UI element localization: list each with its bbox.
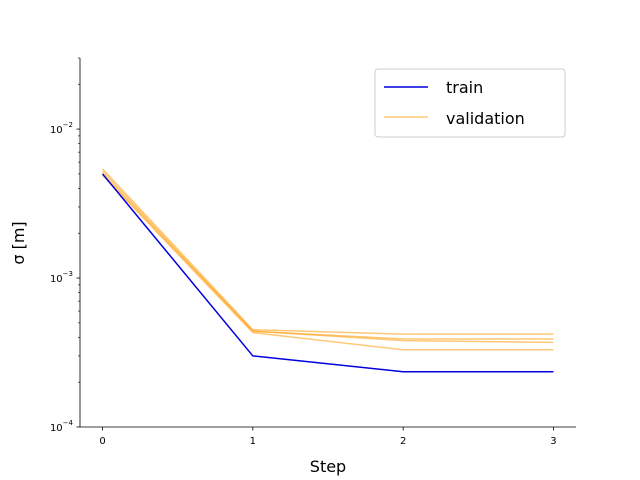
series-line-validation-3	[102, 173, 554, 344]
legend-label-train: train	[446, 78, 483, 97]
legend-frame	[374, 68, 566, 138]
series-line-validation-2	[102, 170, 554, 340]
x-tick-label: 0	[99, 436, 105, 447]
legend-label-validation: validation	[446, 109, 525, 128]
y-tick-label: 10−3	[50, 270, 73, 285]
x-tick-label: 1	[250, 436, 256, 447]
x-tick-label: 3	[550, 436, 556, 447]
legend: train validation	[374, 68, 566, 138]
y-ticks: 10−4 10−3 10−2	[50, 57, 80, 434]
y-axis-title: σ [m]	[9, 221, 28, 264]
series-line-train-0	[101, 173, 554, 373]
x-axis-title: Step	[310, 457, 346, 476]
y-tick-label: 10−2	[50, 121, 73, 136]
y-tick-label: 10−4	[50, 419, 74, 434]
plot-series	[101, 168, 554, 373]
x-tick-label: 2	[400, 436, 406, 447]
axes	[79, 58, 576, 428]
series-line-validation-1	[102, 168, 554, 335]
x-ticks: 0 1 2 3	[99, 427, 557, 447]
series-line-validation-4	[102, 174, 554, 351]
